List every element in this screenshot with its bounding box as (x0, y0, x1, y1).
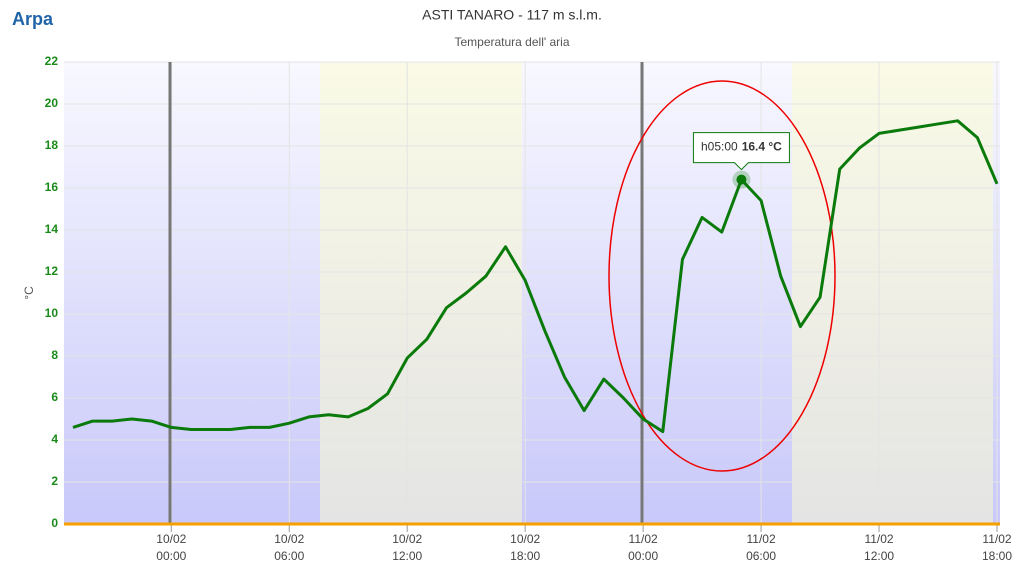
tooltip-time: h05:00 (701, 140, 738, 154)
y-axis-label: °C (22, 286, 36, 300)
y-tick-label: 16 (45, 180, 59, 194)
tooltip-box (692, 132, 790, 171)
hover-point (736, 174, 747, 185)
y-tick-label: 14 (45, 222, 59, 236)
x-tick-label: 10/02 06:00 (274, 532, 305, 563)
tooltip-value: 16.4 °C (742, 140, 782, 154)
logo: Arpa (12, 9, 54, 29)
x-tick-label: 10/02 12:00 (392, 532, 423, 563)
annotation-ellipse (608, 80, 836, 472)
x-tick-label: 10/02 18:00 (510, 532, 541, 563)
y-tick-label: 20 (45, 96, 59, 110)
y-tick-label: 2 (51, 474, 58, 488)
y-tick-label: 8 (51, 348, 58, 362)
y-tick-label: 4 (51, 432, 58, 446)
y-tick-label: 18 (45, 138, 59, 152)
y-tick-label: 10 (45, 306, 59, 320)
y-tick-label: 6 (51, 390, 58, 404)
x-tick-label: 11/02 18:00 (981, 532, 1013, 563)
y-tick-label: 12 (45, 264, 59, 278)
x-tick-label: 10/02 00:00 (156, 532, 187, 563)
x-tick-label: 11/02 00:00 (628, 532, 659, 563)
grid (64, 61, 1000, 524)
tooltip-text: h05:00 16.4 °C (701, 140, 782, 154)
y-tick-label: 22 (45, 54, 59, 68)
chart-title: ASTI TANARO - 117 m s.l.m. (422, 7, 602, 23)
x-tick-label: 11/02 06:00 (746, 532, 777, 563)
x-tick-label: 11/02 12:00 (864, 532, 895, 563)
line-series (72, 119, 999, 434)
chart-subtitle: Temperatura dell' aria (454, 35, 569, 49)
background (64, 62, 1000, 524)
y-tick-label: 0 (51, 516, 58, 530)
